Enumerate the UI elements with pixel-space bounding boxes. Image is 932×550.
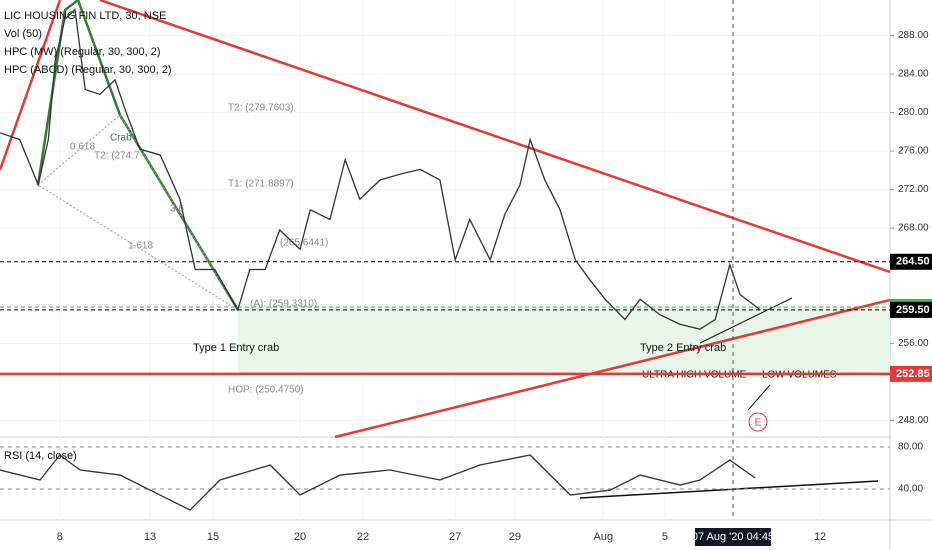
annotation: 0.618 (70, 142, 95, 153)
background-layer (0, 0, 890, 520)
level-label: 259.50 (896, 304, 930, 316)
trend-line (334, 298, 891, 439)
level-label-box (890, 365, 932, 382)
annotation: (A): (259.3310) (250, 299, 317, 310)
harmonic-pattern (36, 0, 240, 311)
x-tick-label: 20 (294, 531, 306, 543)
trend-line (0, 0, 62, 171)
y-tick-label: 284.00 (898, 69, 929, 80)
annotation: ULTRA HIGH VOLUME (642, 370, 747, 381)
level-label-box (890, 301, 932, 318)
x-tick-label: 13 (144, 531, 156, 543)
event-marker (748, 412, 768, 432)
annotation: (265.6441) (280, 238, 328, 249)
x-tick-label: 8 (57, 531, 63, 543)
chart-title: LIC HOUSING FIN LTD, 30, NSE (4, 10, 166, 22)
level-label-box (890, 253, 932, 270)
annotation: 3.6 (170, 204, 184, 215)
indicator-label: HPC (MW) (Regular, 30, 300, 2) (4, 46, 161, 58)
y-tick-label: 268.00 (898, 223, 929, 234)
indicator-label: HPC (ABCD) (Regular, 30, 300, 2) (4, 64, 172, 76)
price-line (0, 8, 761, 330)
y-tick-label: 256.00 (898, 338, 929, 349)
arrow (747, 384, 771, 411)
annotation: 1.618 (128, 241, 153, 252)
annotation: Type 2 Entry crab (640, 342, 726, 354)
x-tick-label: 22 (357, 531, 369, 543)
annotation: T2: (279.7603) (228, 103, 294, 114)
x-tick-label: Aug (594, 531, 614, 543)
annotation: T1: (271.8897) (228, 179, 294, 190)
y-tick-label: 288.00 (898, 30, 929, 41)
trend-line (99, 0, 891, 274)
rsi-tick-label: 40.00 (898, 484, 923, 495)
rsi-line (0, 454, 756, 511)
x-tick-label: 15 (207, 531, 219, 543)
entry-zone (238, 307, 890, 374)
annotation: T2: (274.7 (94, 151, 140, 162)
support-line (699, 297, 793, 344)
y-tick-label: 248.00 (898, 415, 929, 426)
rsi-title: RSI (14, close) (4, 450, 77, 462)
indicator-label: Vol (50) (4, 28, 42, 40)
event-marker-label: E (755, 418, 762, 429)
y-tick-label: 272.00 (898, 184, 929, 195)
crosshair-label-box (694, 528, 771, 546)
crosshair-label: 07 Aug '20 04:45 (692, 531, 774, 543)
annotation: Crab (110, 133, 132, 144)
annotation: HOP: (250.4750) (228, 385, 304, 396)
annotation: Type 1 Entry crab (193, 342, 279, 354)
harmonic-guide (37, 114, 239, 311)
x-tick-label: 12 (814, 531, 826, 543)
x-tick-label: 5 (662, 531, 668, 543)
annotation: LOW VOLUMES (762, 370, 837, 381)
level-label: 252.85 (896, 368, 930, 380)
rsi-tick-label: 80.00 (898, 442, 923, 453)
y-tick-label: 280.00 (898, 107, 929, 118)
x-tick-label: 29 (509, 531, 521, 543)
x-tick-label: 27 (449, 531, 461, 543)
level-label: 264.50 (896, 256, 930, 268)
y-tick-label: 276.00 (898, 146, 929, 157)
